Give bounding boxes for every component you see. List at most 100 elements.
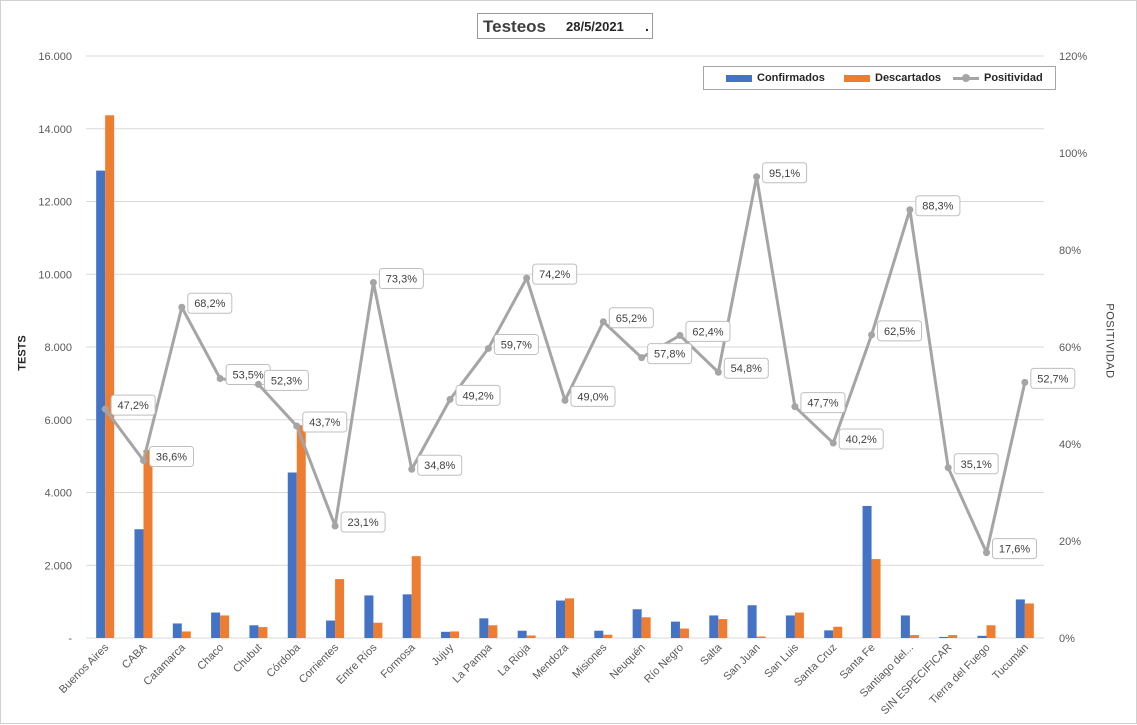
- data-label-positividad: 17,6%: [999, 544, 1030, 556]
- data-label-box: [800, 392, 846, 414]
- x-tick-label: La Rioja: [496, 641, 534, 679]
- x-tick-label: Mendoza: [531, 641, 572, 682]
- bar-confirmados: [900, 615, 910, 638]
- bar-descartados: [833, 626, 843, 638]
- bar-descartados: [948, 635, 958, 638]
- legend-item-confirmados: Confirmados: [726, 72, 825, 84]
- bar-descartados: [909, 635, 919, 638]
- data-label-box: [340, 511, 386, 533]
- bar-confirmados: [172, 623, 182, 638]
- bar-descartados: [335, 579, 345, 638]
- bar-descartados: [220, 615, 230, 638]
- bar-descartados: [143, 449, 153, 638]
- bar-confirmados: [939, 636, 949, 638]
- bar-descartados: [1024, 603, 1034, 638]
- x-tick-label: Jujuy: [430, 641, 457, 668]
- bar-confirmados: [211, 612, 221, 638]
- legend-swatch-descartados: [844, 74, 870, 82]
- bar-descartados: [296, 425, 306, 638]
- y-tick-label-left: 6.000: [44, 415, 72, 427]
- data-label-box: [647, 343, 693, 365]
- bar-confirmados: [326, 620, 336, 638]
- point-positividad: [638, 354, 646, 362]
- y-tick-label-left: 14.000: [38, 124, 72, 136]
- data-label-positividad: 54,8%: [731, 363, 762, 375]
- bar-descartados: [526, 635, 536, 638]
- data-label-positividad: 53,5%: [233, 370, 264, 382]
- data-label-positividad: 62,5%: [884, 326, 915, 338]
- legend-label-positividad: Positividad: [984, 72, 1043, 84]
- y-tick-label-right: 0%: [1059, 633, 1075, 645]
- bar-descartados: [603, 634, 613, 638]
- legend-swatch-confirmados: [726, 74, 752, 82]
- data-label-box: [723, 357, 769, 379]
- bar-confirmados: [441, 631, 451, 638]
- legend-label-descartados: Descartados: [875, 72, 942, 84]
- data-label-box: [762, 162, 808, 184]
- bar-confirmados: [785, 615, 795, 638]
- x-tick-label: Entre Ríos: [334, 641, 380, 687]
- point-positividad: [446, 395, 454, 403]
- y-tick-label-right: 80%: [1059, 245, 1081, 257]
- point-positividad: [944, 464, 952, 472]
- bar-descartados: [565, 598, 574, 638]
- y-tick-label-left: 10.000: [38, 269, 72, 281]
- bar-confirmados: [670, 621, 680, 638]
- bar-confirmados: [1015, 599, 1025, 638]
- data-label-positividad: 47,7%: [807, 398, 838, 410]
- x-tick-label: Chaco: [195, 642, 226, 673]
- bar-confirmados: [96, 170, 106, 639]
- bar-descartados: [641, 617, 651, 638]
- data-label-positividad: 49,2%: [462, 390, 493, 402]
- legend-label-confirmados: Confirmados: [757, 72, 825, 84]
- point-positividad: [408, 465, 416, 473]
- data-label-positividad: 65,2%: [616, 313, 647, 325]
- point-positividad: [1021, 378, 1029, 386]
- chart-legend: Confirmados Descartados Positividad: [703, 66, 1056, 90]
- y-tick-label-left: 2.000: [44, 560, 72, 572]
- x-tick-label: Tucumán: [990, 642, 1031, 683]
- point-positividad: [293, 422, 301, 430]
- x-tick-label: Buenos Aires: [57, 641, 112, 696]
- data-label-positividad: 59,7%: [501, 339, 532, 351]
- bar-confirmados: [594, 630, 604, 638]
- point-positividad: [906, 206, 914, 214]
- y-tick-label-left: 8.000: [44, 342, 72, 354]
- point-positividad: [216, 375, 224, 383]
- data-label-positividad: 73,3%: [386, 273, 417, 285]
- data-label-positividad: 68,2%: [194, 298, 225, 310]
- data-label-positividad: 57,8%: [654, 349, 685, 361]
- bar-descartados: [794, 612, 804, 638]
- point-positividad: [523, 274, 531, 282]
- chart-title: Testeos: [483, 17, 546, 36]
- bar-confirmados: [517, 630, 527, 638]
- point-positividad: [676, 331, 684, 339]
- x-tick-label: Santa Fe: [838, 642, 878, 682]
- bar-confirmados: [479, 618, 489, 638]
- x-tick-label: Salta: [698, 641, 725, 668]
- x-tick-label: La Pampa: [451, 641, 496, 686]
- y-tick-label-right: 120%: [1059, 51, 1087, 63]
- bar-confirmados: [824, 630, 834, 638]
- point-positividad: [829, 439, 837, 447]
- y-axis-left-title: TESTS: [16, 335, 29, 371]
- x-tick-label: CABA: [120, 641, 150, 671]
- bar-descartados: [488, 625, 498, 638]
- point-positividad: [369, 278, 377, 286]
- bar-descartados: [258, 627, 268, 638]
- data-label-box: [570, 385, 616, 407]
- chart-title-box: Testeos 28/5/2021 .: [477, 13, 653, 39]
- point-positividad: [868, 331, 876, 339]
- data-label-box: [877, 320, 923, 342]
- point-positividad: [331, 522, 339, 530]
- data-label-box: [953, 453, 999, 475]
- y-tick-label-right: 40%: [1059, 439, 1081, 451]
- point-positividad: [753, 173, 761, 181]
- data-label-positividad: 43,7%: [309, 417, 340, 429]
- data-label-box: [378, 267, 424, 289]
- data-label-box: [493, 333, 539, 355]
- point-positividad: [254, 380, 262, 388]
- y-tick-label-right: 100%: [1059, 148, 1087, 160]
- bar-confirmados: [862, 505, 872, 638]
- bar-confirmados: [287, 472, 297, 638]
